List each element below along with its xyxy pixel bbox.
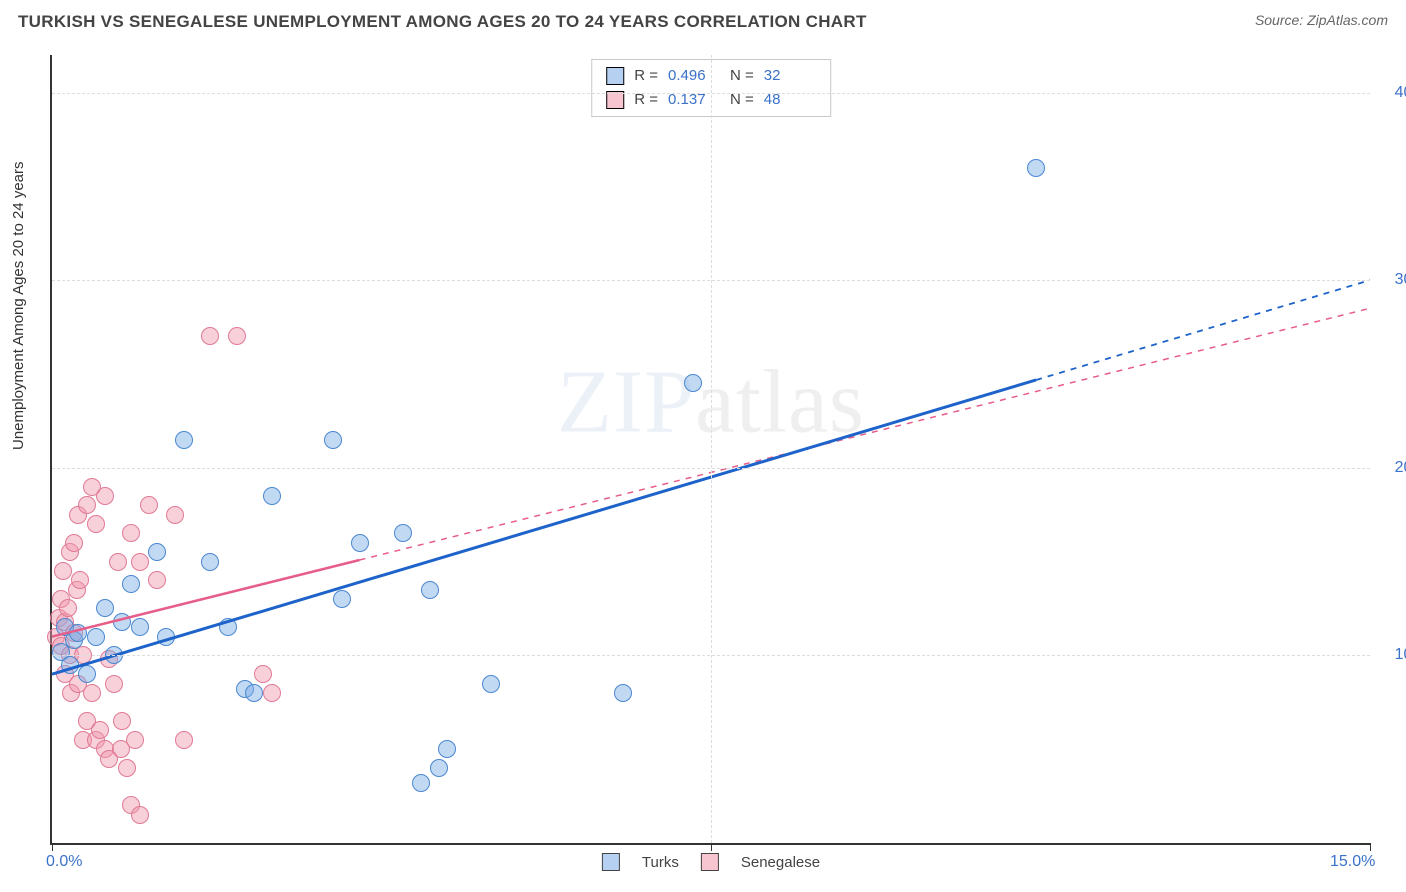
data-point-senegalese: [166, 506, 184, 524]
data-point-turks: [245, 684, 263, 702]
data-point-turks: [351, 534, 369, 552]
chart-header: TURKISH VS SENEGALESE UNEMPLOYMENT AMONG…: [0, 0, 1406, 44]
data-point-senegalese: [65, 534, 83, 552]
data-point-turks: [113, 613, 131, 631]
data-point-senegalese: [175, 731, 193, 749]
data-point-turks: [219, 618, 237, 636]
data-point-turks: [263, 487, 281, 505]
data-point-turks: [175, 431, 193, 449]
x-tick: [711, 843, 712, 851]
swatch-turks-icon: [606, 67, 624, 85]
x-tick: [52, 843, 53, 851]
data-point-senegalese: [78, 496, 96, 514]
data-point-turks: [324, 431, 342, 449]
data-point-senegalese: [83, 684, 101, 702]
chart-title: TURKISH VS SENEGALESE UNEMPLOYMENT AMONG…: [18, 12, 867, 31]
data-point-turks: [148, 543, 166, 561]
data-point-turks: [333, 590, 351, 608]
data-point-turks: [421, 581, 439, 599]
y-tick-label: 30.0%: [1395, 271, 1406, 289]
data-point-senegalese: [71, 571, 89, 589]
data-point-senegalese: [228, 327, 246, 345]
data-point-turks: [412, 774, 430, 792]
watermark-bold: ZIP: [557, 352, 695, 451]
data-point-senegalese: [91, 721, 109, 739]
data-point-turks: [1027, 159, 1045, 177]
data-point-turks: [96, 599, 114, 617]
data-point-senegalese: [118, 759, 136, 777]
data-point-senegalese: [201, 327, 219, 345]
data-point-senegalese: [59, 599, 77, 617]
legend-label-turks: Turks: [642, 854, 679, 871]
data-point-senegalese: [105, 675, 123, 693]
n-label: N =: [730, 64, 754, 88]
swatch-turks-icon: [602, 853, 620, 871]
y-axis-title: Unemployment Among Ages 20 to 24 years: [10, 161, 27, 450]
swatch-senegalese-icon: [701, 853, 719, 871]
data-point-turks: [201, 553, 219, 571]
y-tick-label: 10.0%: [1395, 646, 1406, 664]
data-point-senegalese: [131, 553, 149, 571]
data-point-senegalese: [140, 496, 158, 514]
data-point-turks: [438, 740, 456, 758]
data-point-turks: [87, 628, 105, 646]
data-point-senegalese: [148, 571, 166, 589]
data-point-turks: [430, 759, 448, 777]
data-point-turks: [61, 656, 79, 674]
x-tick-label: 0.0%: [46, 853, 82, 871]
r-label: R =: [634, 64, 658, 88]
swatch-senegalese-icon: [606, 91, 624, 109]
x-tick: [1370, 843, 1371, 851]
data-point-turks: [78, 665, 96, 683]
data-point-turks: [684, 374, 702, 392]
scatter-plot-area: ZIPatlas R = 0.496 N = 32 R = 0.137 N = …: [50, 55, 1370, 845]
data-point-senegalese: [54, 562, 72, 580]
data-point-turks: [394, 524, 412, 542]
data-point-senegalese: [254, 665, 272, 683]
x-tick-label: 15.0%: [1330, 853, 1375, 871]
data-point-senegalese: [126, 731, 144, 749]
data-point-senegalese: [131, 806, 149, 824]
y-tick-label: 40.0%: [1395, 84, 1406, 102]
r-value-turks: 0.496: [668, 64, 720, 88]
data-point-senegalese: [122, 524, 140, 542]
source-attribution: Source: ZipAtlas.com: [1255, 12, 1388, 28]
data-point-senegalese: [109, 553, 127, 571]
y-tick-label: 20.0%: [1395, 459, 1406, 477]
gridline-vertical: [711, 55, 712, 843]
data-point-senegalese: [113, 712, 131, 730]
data-point-turks: [122, 575, 140, 593]
series-legend: Turks Senegalese: [602, 853, 820, 871]
watermark-light: atlas: [695, 352, 865, 451]
data-point-turks: [614, 684, 632, 702]
n-value-turks: 32: [764, 64, 816, 88]
legend-label-senegalese: Senegalese: [741, 854, 820, 871]
data-point-turks: [157, 628, 175, 646]
data-point-turks: [69, 624, 87, 642]
data-point-senegalese: [96, 487, 114, 505]
data-point-turks: [131, 618, 149, 636]
data-point-turks: [482, 675, 500, 693]
data-point-senegalese: [87, 515, 105, 533]
data-point-senegalese: [263, 684, 281, 702]
